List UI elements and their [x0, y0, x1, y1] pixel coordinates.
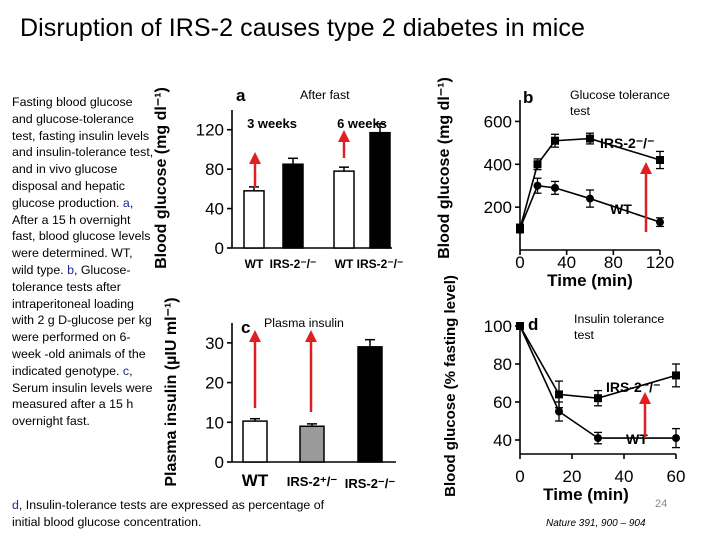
slide-title: Disruption of IRS-2 causes type 2 diabet… — [20, 14, 585, 42]
b-y-tick-label: 200 — [484, 198, 512, 217]
legend-intro: Fasting blood glucose and glucose-tolera… — [12, 95, 154, 210]
legend-key-a: a — [122, 195, 130, 210]
d-x-label: Time (min) — [543, 485, 629, 504]
legend-key-c: c — [122, 363, 130, 378]
a-y-tick-label: 80 — [205, 160, 224, 179]
a-y-tick-label: 40 — [205, 200, 224, 219]
b-arrow-head — [640, 162, 652, 174]
c-y-tick-label: 0 — [215, 453, 224, 472]
note-glucose-tolerance: Glucose tolerance test — [570, 88, 670, 118]
b-series-label-wt: WT — [610, 201, 632, 217]
c-x-tick-label: IRS-2⁻/⁻ — [345, 476, 396, 491]
legend-text-b: , Glucose-tolerance tests after intraper… — [12, 262, 152, 378]
a-bar-0 — [243, 190, 265, 249]
d-x-tick-label: 0 — [515, 467, 524, 486]
a-y-tick-label: 120 — [196, 121, 224, 140]
b-x-tick-label: 120 — [646, 253, 674, 272]
b-series-label-irs2: IRS-2⁻/⁻ — [600, 135, 654, 151]
b-x-tick-label: 0 — [515, 253, 524, 272]
note-plasma-insulin: Plasma insulin — [264, 316, 344, 330]
a-x-tick-label: WT — [245, 257, 264, 271]
a-group-label-3w: 3 weeks — [247, 116, 297, 131]
d-point-wt — [672, 434, 680, 443]
b-x-label: Time (min) — [547, 271, 633, 290]
a-bar-3 — [369, 131, 391, 249]
d-point-wt — [555, 407, 563, 416]
d-point-irs2 — [594, 394, 602, 403]
a-x-tick-label: WT — [335, 257, 354, 271]
panel-label-a: a — [236, 86, 246, 105]
panel-label-c: c — [241, 318, 250, 337]
c-x-tick-label: IRS-2⁺/⁻ — [287, 474, 338, 489]
note-insulin-tolerance: Insulin tolerance test — [574, 312, 665, 342]
b-point-irs2 — [586, 134, 594, 143]
b-y-tick-label: 600 — [484, 112, 512, 131]
d-point-irs2 — [672, 371, 680, 380]
b-point-wt — [586, 194, 594, 203]
d-series-label-wt: WT — [626, 431, 648, 447]
c-bar-2 — [357, 346, 383, 463]
d-x-tick-label: 20 — [563, 467, 582, 486]
c-x-tick-label: WT — [242, 471, 269, 490]
legend-key-b: b — [67, 262, 75, 277]
b-point-wt — [551, 183, 559, 192]
a-x-tick-label: IRS-2⁻/⁻ — [270, 257, 317, 271]
figure-legend: Fasting blood glucose and glucose-tolera… — [12, 94, 154, 430]
legend-text-a: , After a 15 h overnight fast, blood glu… — [12, 195, 151, 277]
a-bar-2 — [333, 170, 355, 249]
d-x-tick-label: 60 — [667, 467, 686, 486]
d-x-tick-label: 40 — [615, 467, 634, 486]
b-x-tick-label: 80 — [604, 253, 623, 272]
c-y-tick-label: 10 — [205, 413, 224, 432]
d-series-line-1 — [519, 325, 676, 439]
d-series-line-0 — [519, 325, 677, 400]
a-bar-1 — [282, 163, 304, 249]
legend-text-c: , Serum insulin levels were measured aft… — [12, 363, 153, 429]
a-y-label: Blood glucose (mg dl⁻¹) — [153, 87, 170, 269]
d-point-wt — [516, 322, 524, 330]
citation: Nature 391, 900 – 904 — [546, 518, 646, 529]
b-point-irs2 — [551, 136, 559, 145]
a-y-tick-label: 0 — [215, 239, 224, 258]
figure-legend-d: d, Insulin-tolerance tests are expressed… — [12, 497, 342, 531]
panel-label-b: b — [523, 88, 533, 107]
c-bar-0 — [242, 420, 268, 463]
b-x-tick-label: 40 — [557, 253, 576, 272]
c-bar-1 — [299, 425, 325, 463]
page-number: 24 — [655, 498, 668, 510]
d-arrow-head — [639, 392, 651, 404]
b-point-wt — [533, 181, 542, 190]
d-point-wt — [594, 434, 602, 443]
c-y-label: Plasma insulin (µIU ml⁻¹) — [163, 297, 180, 486]
c-y-tick-label: 30 — [205, 334, 224, 353]
b-point-irs2 — [533, 160, 542, 169]
legend-key-d: d — [12, 498, 19, 512]
d-point-irs2 — [555, 390, 563, 399]
a-x-tick-label: IRS-2⁻/⁻ — [357, 257, 404, 271]
b-y-tick-label: 400 — [484, 155, 512, 174]
a-arrow-2-head — [338, 130, 350, 142]
panel-label-d: d — [528, 315, 538, 334]
d-y-tick-label: 40 — [493, 431, 512, 450]
d-series-label-irs2: IRS-2⁻/⁻ — [606, 379, 660, 395]
c-arrow-1-head — [249, 330, 261, 342]
d-y-label: Blood glucose (% fasting level) — [442, 275, 459, 497]
b-point-wt — [516, 224, 524, 233]
d-y-tick-label: 60 — [493, 393, 512, 412]
a-group-label-6w: 6 weeks — [337, 116, 387, 131]
c-y-tick-label: 20 — [205, 374, 224, 393]
b-point-wt — [656, 218, 664, 227]
legend-text-d: , Insulin-tolerance tests are expressed … — [12, 498, 325, 529]
b-point-irs2 — [656, 156, 664, 164]
c-arrow-2-head — [305, 330, 317, 342]
d-y-tick-label: 100 — [484, 317, 512, 336]
a-arrow-1-head — [249, 152, 261, 164]
b-y-label: Blood glucose (mg dl⁻¹) — [436, 77, 453, 259]
d-y-tick-label: 80 — [493, 355, 512, 374]
note-after-fast: After fast — [300, 88, 350, 102]
